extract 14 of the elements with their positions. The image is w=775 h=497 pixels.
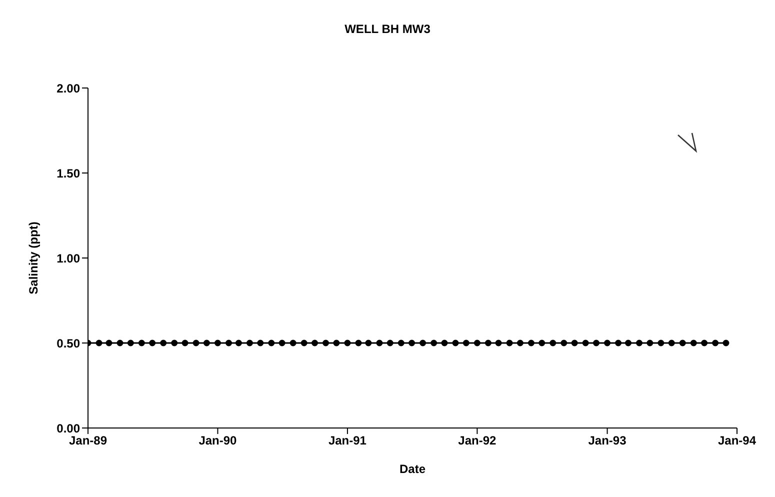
y-axis-title: Salinity (ppt) [26, 222, 40, 294]
x-tick-label: Jan-89 [68, 434, 108, 448]
chart-title: WELL BH MW3 [344, 22, 432, 36]
y-tick-label: 2.00 [56, 81, 80, 96]
x-axis-title: Date [399, 462, 426, 476]
y-tick-label: 0.00 [56, 421, 80, 436]
x-tick-label: Jan-92 [458, 434, 497, 448]
y-tick-label: 1.00 [56, 251, 80, 266]
x-tick-label: Jan-91 [328, 434, 367, 448]
x-tick-label: Jan-94 [718, 434, 756, 448]
x-tick-label: Jan-90 [198, 434, 238, 448]
y-tick-label: 0.50 [56, 336, 80, 350]
y-tick-label: 1.50 [56, 166, 80, 180]
x-tick-label: Jan-93 [588, 434, 627, 448]
